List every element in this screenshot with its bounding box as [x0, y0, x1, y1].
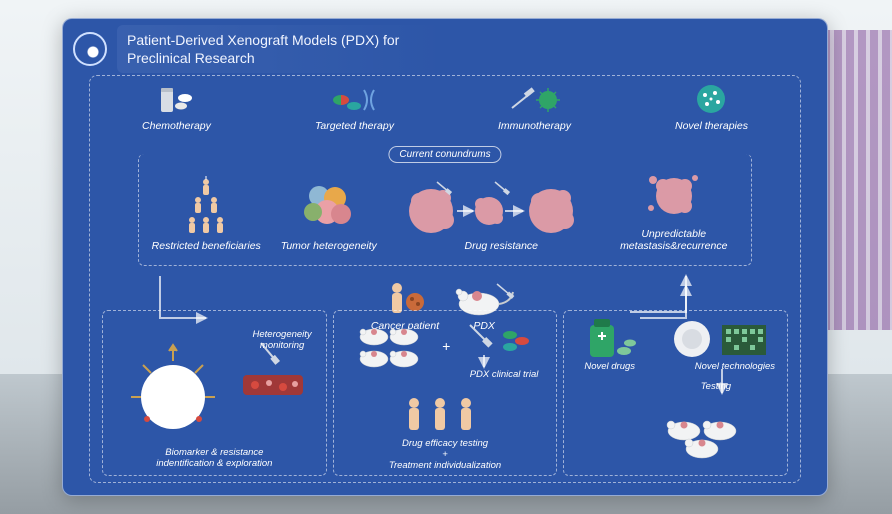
svg-text:+: + [442, 338, 450, 354]
novel-drugs-label: Novel drugs [584, 361, 635, 372]
therapy-label: Chemotherapy [142, 120, 211, 132]
novel-tech-label: Novel technologies [695, 361, 775, 372]
hetero-icon [289, 176, 369, 236]
targeted-icon [326, 82, 382, 116]
conundrum-label: Current conundrums [388, 146, 501, 163]
novel-panel-icon [564, 311, 787, 475]
therapy-chemo: Chemotherapy [142, 82, 211, 132]
conundrum-heterogeneity: Tumor heterogeneity [264, 176, 394, 252]
testing-label: Testing [701, 381, 731, 392]
resistance-icon [401, 176, 601, 236]
immuno-icon [506, 82, 562, 116]
chemo-icon [151, 82, 201, 116]
conundrum-label-text: Drug resistance [396, 240, 606, 252]
people-icon [181, 176, 231, 236]
therapy-label: Immunotherapy [498, 120, 571, 132]
therapy-label: Novel therapies [675, 120, 748, 132]
conundrum-beneficiaries: Restricted beneficiaries [151, 176, 261, 252]
conundrum-metastasis: Unpredictable metastasis&recurrence [609, 164, 739, 252]
conundrum-label-text: Tumor heterogeneity [264, 240, 394, 252]
biomarker-label: Biomarker & resistance indentification &… [103, 447, 326, 469]
therapy-label: Targeted therapy [315, 120, 394, 132]
therapy-immuno: Immunotherapy [498, 82, 571, 132]
hetero-monitoring-label: Heterogeneity monitoring [253, 329, 312, 351]
pdx-trial-label: PDX clinical trial [470, 369, 539, 380]
title-text: Patient-Derived Xenograft Models (PDX) f… [123, 27, 439, 71]
panel-biomarker: Heterogeneity monitoring Biomarker & res… [102, 310, 327, 476]
therapies-row: Chemotherapy Targeted therapy [90, 82, 800, 132]
bottom-panels: Heterogeneity monitoring Biomarker & res… [102, 310, 788, 476]
conundrum-label-text: Restricted beneficiaries [151, 240, 261, 252]
novel-icon [689, 82, 733, 116]
title-icon [73, 32, 107, 66]
conundrum-resistance: Drug resistance [396, 176, 606, 252]
therapy-novel: Novel therapies [675, 82, 748, 132]
efficacy-label: Drug efficacy testing + Treatment indivi… [334, 438, 557, 471]
metastasis-icon [639, 164, 709, 224]
conundrums-row: Restricted beneficiaries Tumor heterogen… [150, 164, 740, 252]
therapy-targeted: Targeted therapy [315, 82, 394, 132]
pdx-infographic-panel: Patient-Derived Xenograft Models (PDX) f… [62, 18, 828, 496]
panel-novel: Novel drugs Novel technologies Testing [563, 310, 788, 476]
conundrum-label-text: Unpredictable metastasis&recurrence [609, 228, 739, 252]
title-bar: Patient-Derived Xenograft Models (PDX) f… [73, 27, 445, 71]
content-frame: Chemotherapy Targeted therapy [89, 75, 801, 483]
panel-clinical-trial: + PDX clinical trial Drug efficacy testi… [333, 310, 558, 476]
